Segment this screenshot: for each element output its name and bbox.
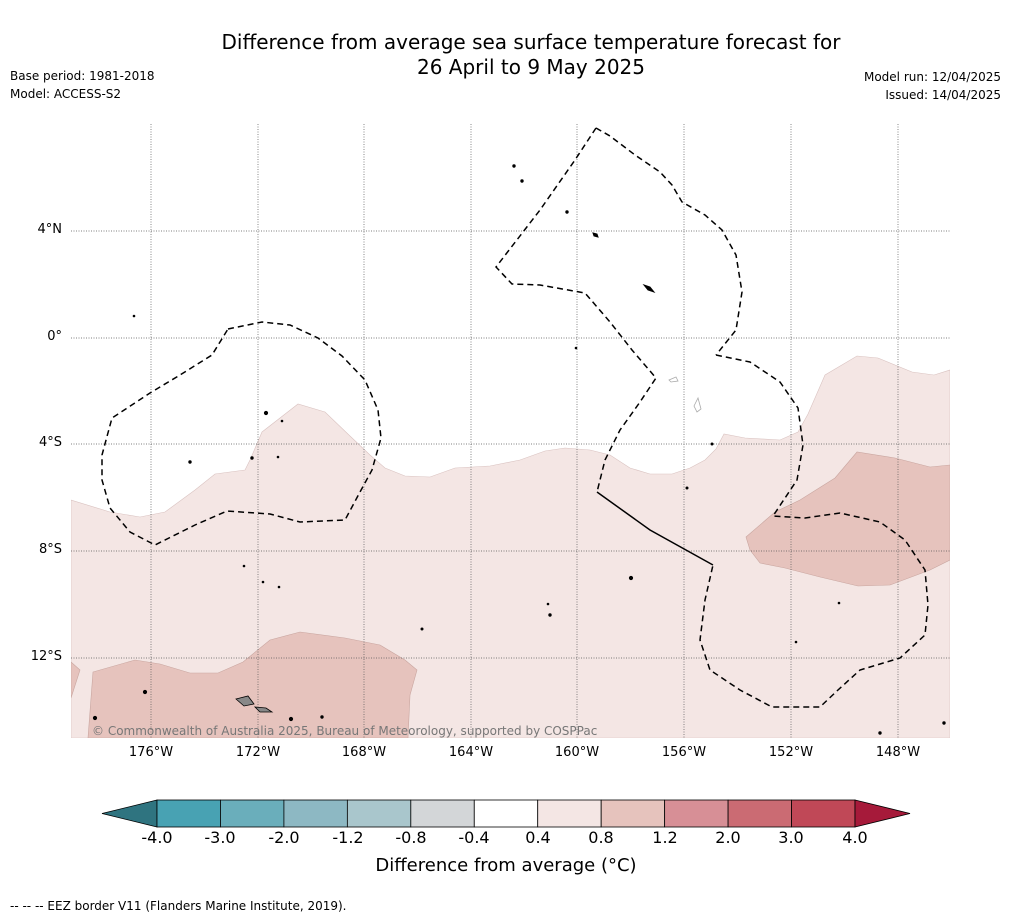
colorbar-segment: [791, 799, 856, 828]
colorbar-segment: [220, 799, 285, 828]
lon-label-152w: 152°W: [768, 745, 814, 760]
colorbar-label: -3.0: [204, 828, 236, 847]
meta-right: Model run: 12/04/2025 Issued: 14/04/2025: [864, 68, 1001, 104]
title-line-2: 26 April to 9 May 2025: [417, 55, 645, 79]
lat-label-12s: 12°S: [30, 649, 62, 664]
lon-label-148w: 148°W: [875, 745, 921, 760]
colorbar-label: 3.0: [778, 828, 804, 847]
model-name: Model: ACCESS-S2: [10, 87, 122, 101]
copyright-notice: © Commonwealth of Australia 2025, Bureau…: [92, 724, 598, 738]
graticule: [71, 124, 950, 738]
colorbar-label: -1.2: [332, 828, 364, 847]
colorbar-label: 1.2: [652, 828, 678, 847]
footer-eez-note: -- -- -- EEZ border V11 (Flanders Marine…: [10, 899, 347, 913]
title-line-1: Difference from average sea surface temp…: [221, 30, 841, 54]
eez-border-tokelau: [101, 321, 382, 546]
colorbar-label: 0.8: [588, 828, 614, 847]
colorbar-segment: [473, 799, 539, 828]
anomaly-region-0.8-1.2-east: [745, 451, 950, 587]
colorbar-label: -4.0: [141, 828, 173, 847]
lat-label-0: 0°: [47, 329, 62, 344]
colorbar-label: 2.0: [715, 828, 741, 847]
eez-border-line-islands-north: [595, 127, 743, 356]
colorbar-label: 4.0: [842, 828, 868, 847]
meta-left: Base period: 1981-2018 Model: ACCESS-S2: [10, 67, 155, 103]
colorbar-segment: [537, 799, 602, 828]
lon-label-168w: 168°W: [341, 745, 387, 760]
model-run: Model run: 12/04/2025: [863, 70, 1001, 84]
lat-label-8s: 8°S: [38, 542, 62, 557]
colorbar-segment: [410, 799, 475, 828]
maritime-boundary-solid: [596, 491, 714, 566]
islands: [92, 164, 946, 735]
eez-borders: [101, 127, 929, 708]
colorbar-segment: [664, 799, 729, 828]
map-title: Difference from average sea surface temp…: [0, 30, 1011, 80]
lon-label-164w: 164°W: [448, 745, 494, 760]
samoa-island-west: [235, 695, 255, 707]
anomaly-region-0.8-1.2-southwest: [87, 631, 418, 738]
colorbar-segment: [346, 799, 412, 828]
lat-label-4s: 4°S: [38, 435, 62, 450]
colorbar-segment: [600, 799, 666, 828]
colorbar-extend-low: [101, 799, 158, 828]
colorbar-label: -0.4: [458, 828, 490, 847]
issued-date: Issued: 14/04/2025: [885, 88, 1001, 102]
colorbar-label: -0.8: [395, 828, 427, 847]
colorbar-label: -2.0: [268, 828, 300, 847]
lon-label-160w: 160°W: [554, 745, 600, 760]
atolls: [668, 376, 702, 413]
colorbar-extend-high: [854, 799, 911, 828]
eez-border-line-islands-east: [699, 354, 929, 708]
colorbar-title: Difference from average (°C): [375, 855, 637, 876]
lon-label-172w: 172°W: [235, 745, 281, 760]
colorbar-segment: [727, 799, 792, 828]
lat-label-4n: 4°N: [37, 222, 63, 237]
samoa-island-east: [253, 706, 274, 713]
anomaly-region-0.8-1.2-edge: [71, 661, 81, 699]
base-period: Base period: 1981-2018: [10, 69, 155, 83]
colorbar-label: 0.4: [525, 828, 551, 847]
lon-label-156w: 156°W: [661, 745, 707, 760]
lon-label-176w: 176°W: [128, 745, 174, 760]
colorbar-segment: [156, 799, 221, 828]
eez-border-line-islands-central: [495, 127, 657, 493]
colorbar-segment: [283, 799, 348, 828]
